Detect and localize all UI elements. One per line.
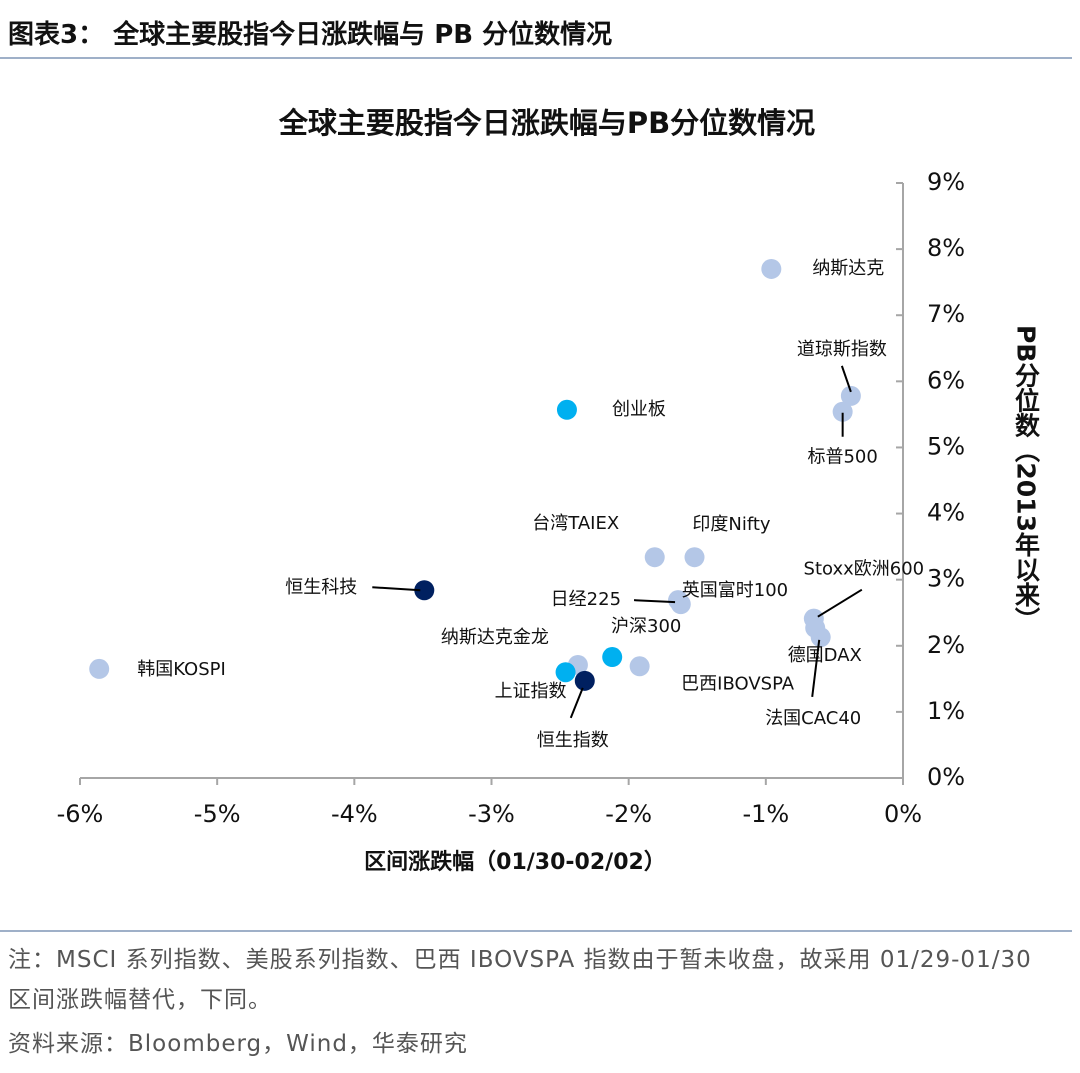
y-tick-label: 4%	[927, 499, 965, 527]
y-tick-label: 9%	[927, 168, 965, 196]
data-point	[89, 658, 110, 679]
data-point	[574, 670, 595, 691]
y-tick-label: 8%	[927, 234, 965, 262]
x-tick-label: -1%	[742, 800, 789, 828]
point-label: 恒生指数	[537, 730, 609, 751]
header-rule	[0, 57, 1072, 59]
point-label: 日经225	[551, 589, 621, 610]
point-label: 创业板	[612, 399, 666, 420]
point-label: Stoxx欧洲600	[804, 559, 925, 580]
y-tick-label: 7%	[927, 300, 965, 328]
data-point	[414, 580, 435, 601]
point-label: 德国DAX	[788, 645, 862, 666]
y-tick-label: 6%	[927, 366, 965, 394]
leader-line	[569, 687, 584, 719]
data-point	[602, 647, 623, 668]
figure-header: 图表3： 全球主要股指今日涨跌幅与 PB 分位数情况	[8, 20, 613, 50]
y-tick-label: 0%	[927, 763, 965, 791]
x-tick-label: -2%	[605, 800, 652, 828]
point-label: 恒生科技	[285, 577, 357, 598]
y-tick-label: 5%	[927, 432, 965, 460]
point-label: 韩国KOSPI	[137, 659, 226, 680]
data-point	[555, 662, 576, 683]
point-label: 上证指数	[495, 681, 567, 702]
x-tick-label: -6%	[57, 800, 104, 828]
point-label: 纳斯达克	[812, 258, 884, 279]
y-tick-label: 2%	[927, 631, 965, 659]
footer-rule	[0, 930, 1072, 932]
point-label: 纳斯达克金龙	[441, 627, 549, 648]
leader-line	[633, 599, 676, 604]
x-axis-title: 区间涨跌幅（01/30-02/02）	[364, 850, 666, 875]
chart-title: 全球主要股指今日涨跌幅与PB分位数情况	[278, 106, 815, 140]
y-tick-label: 3%	[927, 565, 965, 593]
x-tick-label: 0%	[884, 800, 922, 828]
source: 资料来源：Bloomberg，Wind，华泰研究	[8, 1031, 468, 1057]
data-point	[761, 258, 782, 279]
leader-line	[811, 639, 821, 698]
leader-line	[840, 365, 852, 393]
y-axis-title: PB分位数（2013年以来）	[1012, 325, 1041, 632]
data-point	[840, 385, 861, 406]
y-tick-label: 1%	[927, 697, 965, 725]
data-point	[805, 617, 826, 638]
leader-line	[817, 588, 863, 618]
point-label: 印度Nifty	[692, 514, 771, 535]
data-point	[832, 401, 853, 422]
x-tick-label: -3%	[468, 800, 515, 828]
chart: 全球主要股指今日涨跌幅与PB分位数情况 区间涨跌幅（01/30-02/02） P…	[57, 106, 1041, 875]
point-label: 台湾TAIEX	[532, 513, 619, 534]
data-point	[684, 547, 705, 568]
point-label: 标普500	[807, 447, 877, 468]
point-label: 英国富时100	[682, 580, 788, 601]
data-point	[629, 656, 650, 677]
point-label: 巴西IBOVSPA	[681, 673, 795, 694]
data-point	[644, 547, 665, 568]
point-label: 沪深300	[611, 616, 681, 637]
x-tick-label: -4%	[331, 800, 378, 828]
data-point	[556, 399, 577, 420]
data-point	[668, 590, 689, 611]
leader-line	[372, 586, 421, 592]
x-tick-label: -5%	[194, 800, 241, 828]
point-label: 法国CAC40	[765, 708, 861, 729]
note: 注：MSCI 系列指数、美股系列指数、巴西 IBOVSPA 指数由于暂未收盘，故…	[8, 947, 1032, 1013]
point-label: 道琼斯指数	[797, 339, 887, 360]
